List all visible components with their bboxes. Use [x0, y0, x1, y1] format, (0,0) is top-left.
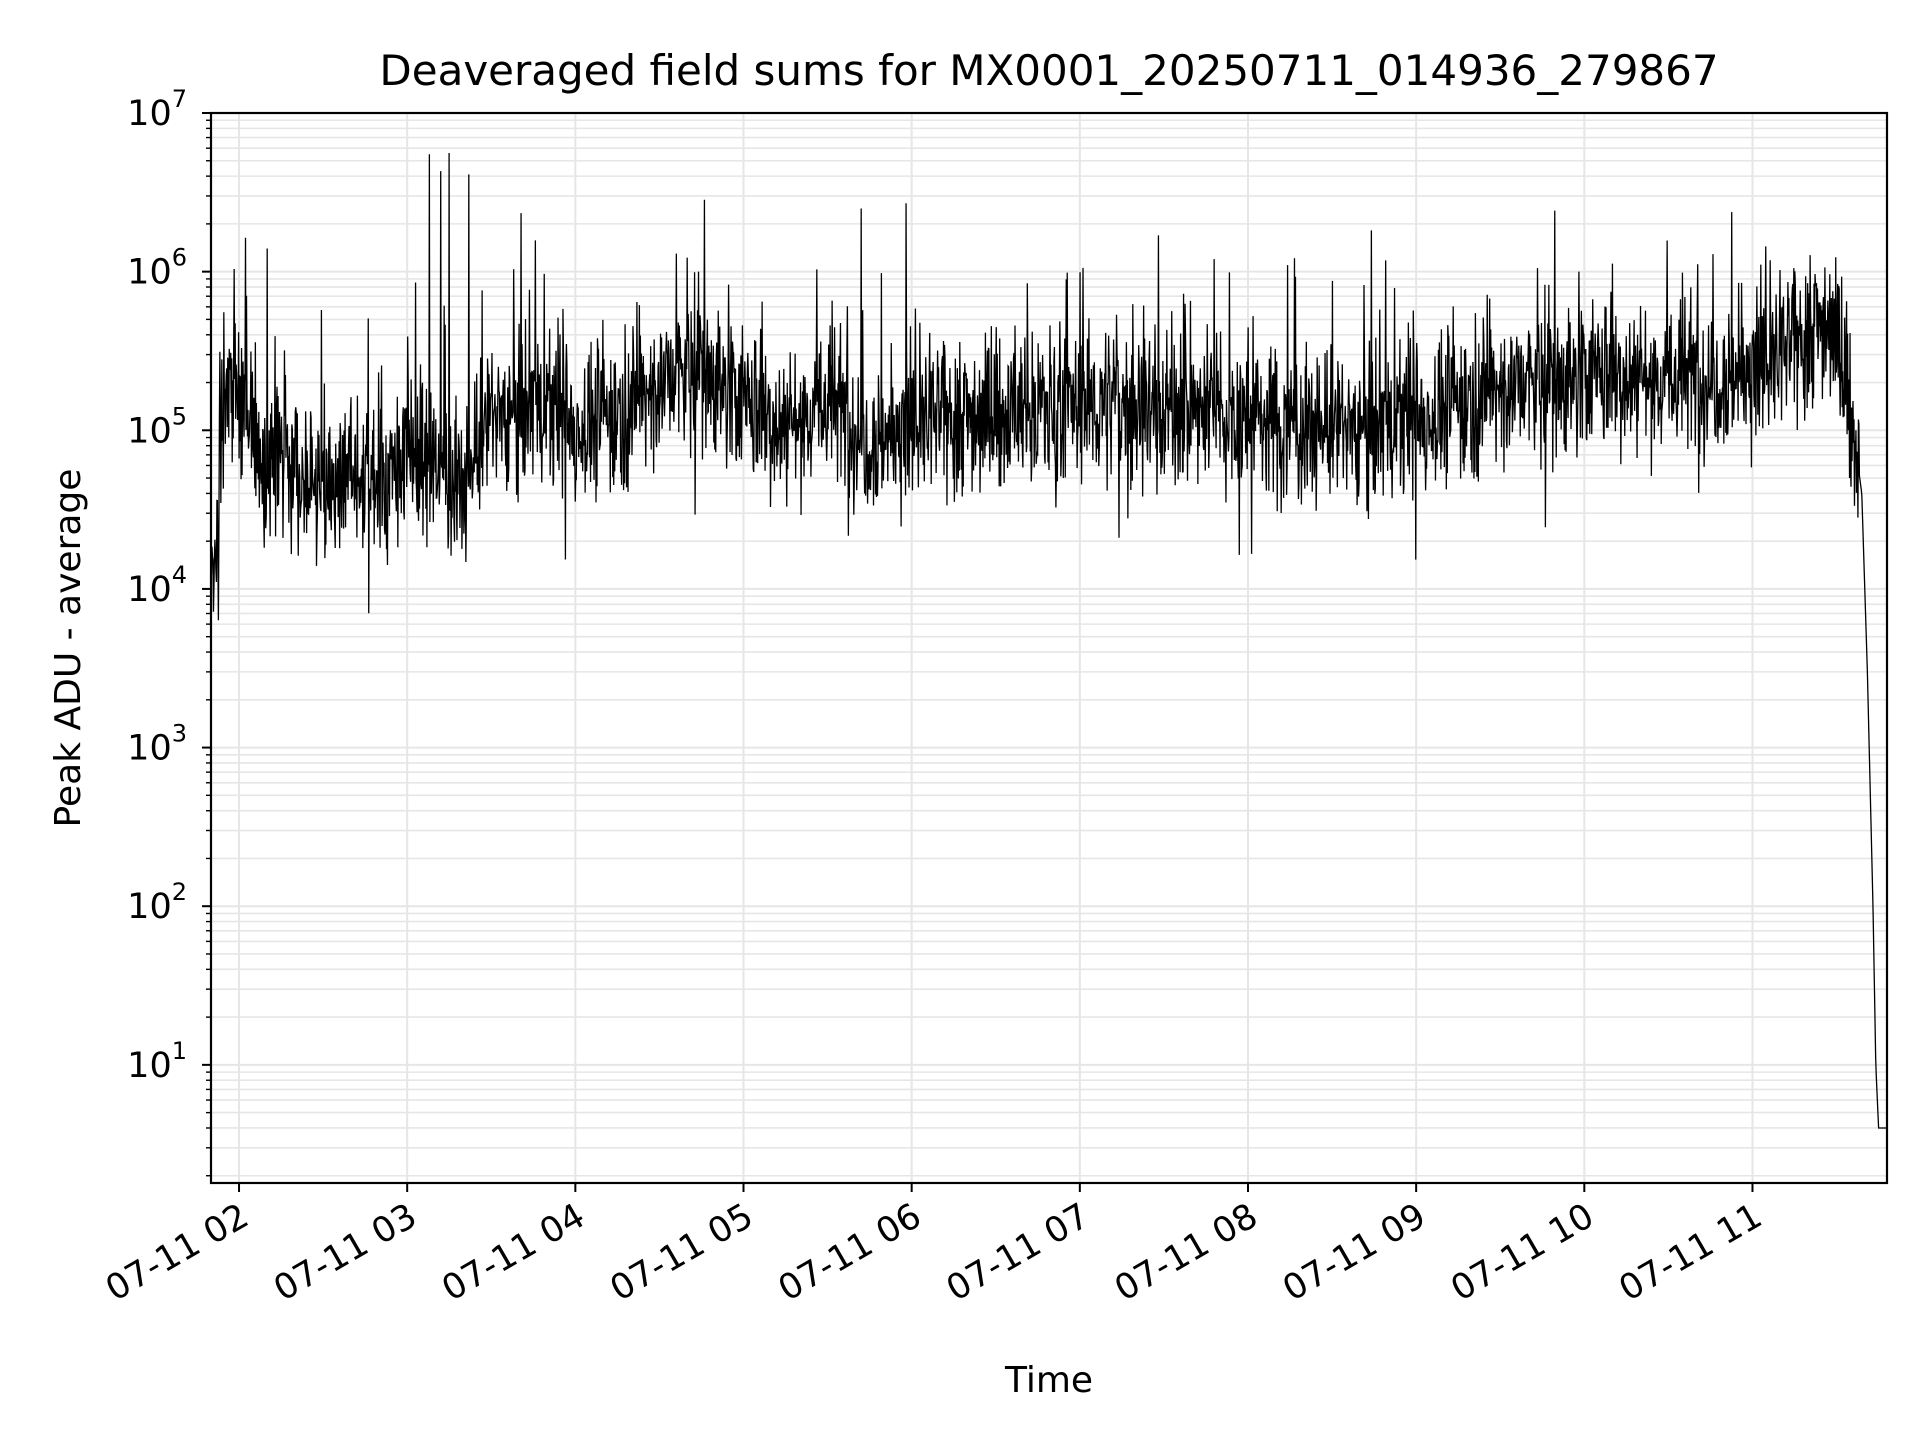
series-line: [210, 152, 1887, 1129]
y-tick-label: 102: [127, 878, 187, 927]
chart-title: Deaveraged field sums for MX0001_2025071…: [379, 46, 1718, 95]
y-tick-label: 107: [127, 85, 187, 134]
x-axis-label: Time: [1004, 1360, 1093, 1401]
y-tick-label: 106: [127, 244, 187, 293]
data-series: [210, 152, 1887, 1129]
y-tick-label: 105: [127, 402, 187, 451]
plot-frame: [209, 111, 1889, 1185]
y-tick-label: 104: [127, 561, 187, 610]
y-tick-label: 101: [127, 1037, 187, 1086]
y-axis-label: Peak ADU - average: [48, 469, 89, 828]
y-tick-label: 103: [127, 720, 187, 769]
